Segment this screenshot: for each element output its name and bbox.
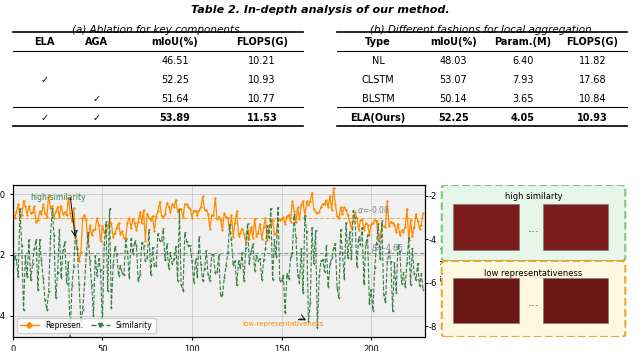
Bar — [453, 204, 518, 250]
Represen. — [330, 186, 337, 190]
FancyBboxPatch shape — [442, 261, 625, 337]
Text: low-representativeness: low-representativeness — [242, 321, 323, 327]
Text: 3.65: 3.65 — [512, 94, 534, 105]
Represen. — [76, 259, 83, 263]
Text: NL: NL — [372, 57, 385, 66]
Text: 52.25: 52.25 — [161, 75, 189, 85]
Similarity — [346, 230, 353, 234]
Text: 52.25: 52.25 — [438, 113, 468, 124]
Text: Table 2. In-depth analysis of our method.: Table 2. In-depth analysis of our method… — [191, 5, 449, 15]
Text: ...: ... — [527, 222, 540, 235]
Line: Represen.: Represen. — [12, 187, 424, 262]
Text: $\beta$=-4.65: $\beta$=-4.65 — [371, 242, 403, 255]
Similarity — [419, 288, 427, 292]
Text: 10.84: 10.84 — [579, 94, 606, 105]
Text: 10.93: 10.93 — [577, 113, 608, 124]
Text: ✓: ✓ — [40, 75, 49, 85]
Text: 4.05: 4.05 — [511, 113, 535, 124]
Text: Type: Type — [365, 37, 391, 47]
Text: (a) Ablation for key components.: (a) Ablation for key components. — [72, 25, 243, 35]
Text: AGA: AGA — [85, 37, 108, 47]
Text: 11.82: 11.82 — [579, 57, 606, 66]
Legend: Represen., Similarity: Represen., Similarity — [17, 318, 156, 333]
Text: 48.03: 48.03 — [440, 57, 467, 66]
Similarity — [324, 285, 332, 289]
Text: ELA(Ours): ELA(Ours) — [350, 113, 406, 124]
Text: FLOPS(G): FLOPS(G) — [566, 37, 618, 47]
Text: CLSTM: CLSTM — [362, 75, 394, 85]
Similarity — [392, 291, 400, 295]
Similarity — [150, 264, 158, 268]
FancyBboxPatch shape — [442, 185, 625, 261]
Text: 50.14: 50.14 — [440, 94, 467, 105]
Text: mIoU(%): mIoU(%) — [430, 37, 477, 47]
Similarity — [337, 228, 344, 232]
Similarity — [67, 335, 74, 339]
Bar — [543, 204, 609, 250]
Text: ✓: ✓ — [93, 94, 101, 105]
Text: 51.64: 51.64 — [161, 94, 189, 105]
Text: 6.40: 6.40 — [512, 57, 534, 66]
Text: 11.53: 11.53 — [246, 113, 277, 124]
Text: 10.21: 10.21 — [248, 57, 276, 66]
Represen. — [150, 229, 158, 233]
Represen. — [323, 198, 330, 203]
Text: high similarty: high similarty — [505, 192, 563, 201]
Text: (b) Different fashions for local aggregation.: (b) Different fashions for local aggrega… — [370, 25, 595, 35]
Text: ✓: ✓ — [40, 113, 49, 124]
Represen. — [346, 220, 353, 224]
Similarity — [9, 277, 17, 281]
Similarity — [274, 206, 282, 210]
Represen. — [86, 223, 93, 227]
Text: ...: ... — [527, 296, 540, 309]
Represen. — [337, 205, 344, 210]
Text: 46.51: 46.51 — [161, 57, 189, 66]
Text: 7.93: 7.93 — [512, 75, 534, 85]
Text: FLOPS(G): FLOPS(G) — [236, 37, 288, 47]
Line: Similarity: Similarity — [12, 206, 424, 338]
Text: low representativeness: low representativeness — [484, 269, 582, 278]
Y-axis label: Similariy: Similariy — [440, 240, 450, 282]
Text: Param.(M): Param.(M) — [494, 37, 552, 47]
Represen. — [9, 213, 17, 217]
Text: ✓: ✓ — [93, 113, 101, 124]
Text: 10.93: 10.93 — [248, 75, 276, 85]
Text: $\alpha$=-0.08: $\alpha$=-0.08 — [357, 204, 389, 215]
Text: 53.07: 53.07 — [440, 75, 467, 85]
Represen. — [419, 211, 427, 216]
Similarity — [86, 259, 93, 263]
Text: BLSTM: BLSTM — [362, 94, 394, 105]
Text: ELA: ELA — [35, 37, 55, 47]
Text: 10.77: 10.77 — [248, 94, 276, 105]
Represen. — [392, 230, 400, 234]
Bar — [453, 278, 518, 323]
Bar — [543, 278, 609, 323]
Text: 17.68: 17.68 — [579, 75, 606, 85]
Text: 53.89: 53.89 — [159, 113, 191, 124]
Text: high-similarity: high-similarity — [31, 193, 86, 201]
Text: mIoU(%): mIoU(%) — [152, 37, 198, 47]
